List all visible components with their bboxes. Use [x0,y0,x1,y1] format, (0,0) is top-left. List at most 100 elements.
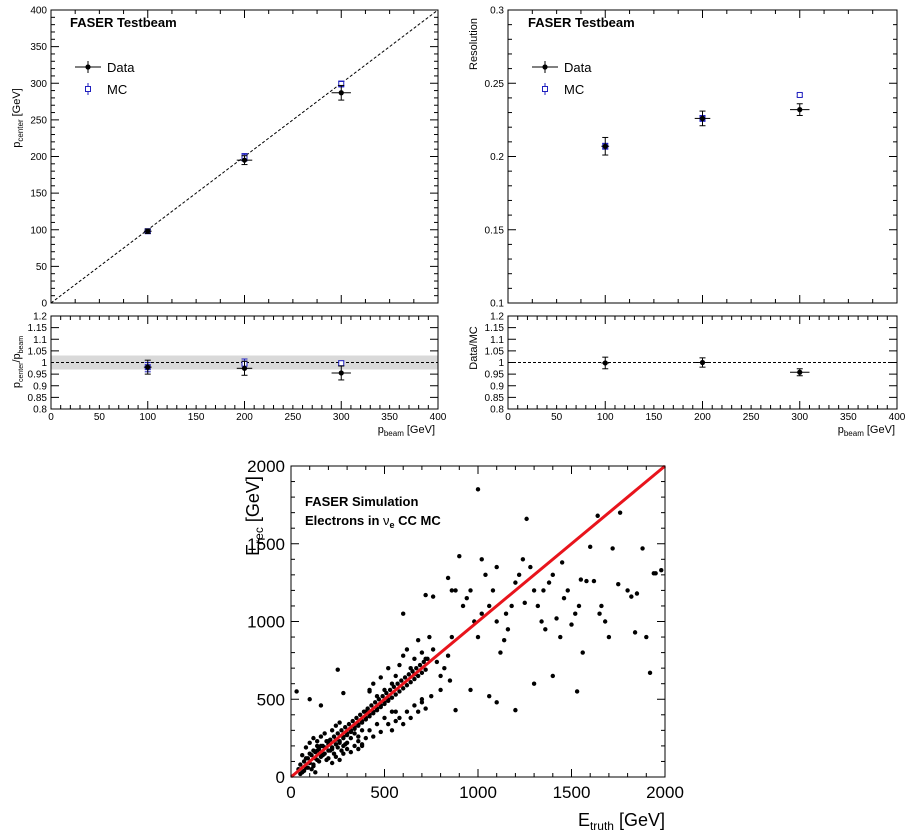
scatter-point [457,553,462,559]
scatter-point [333,754,339,759]
scatter-point [303,745,309,750]
scatter-point [311,748,316,753]
scatter-point [588,544,593,550]
ratio-point [699,359,706,366]
scatter-point [294,689,299,694]
title-pre: Electrons in [305,513,383,528]
scatter-point [412,703,417,708]
scatter-point [313,770,318,775]
scatter-point [311,762,316,767]
x-tick-label: 2000 [646,783,684,802]
ratio-point [797,369,803,375]
scatter-point [423,706,428,711]
y-tick-label: 2000 [247,457,285,476]
x-tick-label: 0 [505,412,511,423]
scatter-point [305,765,311,770]
y-label-unit: [GeV] [243,476,263,522]
scatter-point [546,580,552,585]
scatter-point [558,634,563,640]
panel-title: FASER Testbeam [528,15,635,30]
scatter-point [445,653,451,658]
x-label-sub: beam [384,429,404,438]
y-axis-label: Data/MC [468,326,480,369]
scatter-point [322,731,327,736]
scatter-point [449,588,455,593]
scatter-point [397,662,402,668]
scatter-point [595,513,600,518]
y-tick-label: 0.1 [490,299,504,310]
scatter-point [591,578,597,584]
scatter-point [417,662,423,668]
scatter-point [404,709,410,714]
scatter-point [419,697,425,702]
y-tick-label: 0.2 [490,152,504,163]
data-point [699,115,706,122]
scatter-point [419,670,425,676]
mc-ratio-point [338,360,345,367]
scatter-point [550,572,555,578]
scatter-point [490,588,496,593]
scatter-point [386,665,391,671]
scatter-point [389,728,395,733]
scatter-point [307,740,312,745]
y-label-sub: rec [252,527,266,544]
scatter-point [333,723,339,728]
plot-frame [507,9,898,304]
x-label-sub: truth [590,819,614,833]
x-tick-label: 350 [840,412,857,423]
scatter-point [357,712,363,717]
scatter-point [528,564,533,570]
scatter-point [318,743,324,749]
scatter-point [343,725,348,730]
x-tick-label: 300 [333,412,350,423]
y-label-sub: center [16,119,25,142]
scatter-point [395,681,400,686]
x-label-main: p [378,424,384,436]
scatter-point [509,603,514,609]
scatter-point [634,591,640,596]
scatter-point [415,709,421,714]
scatter-point [632,630,638,635]
scatter-point [335,667,340,672]
scatter-point [616,581,621,587]
x-label-unit: [GeV] [867,424,895,436]
x-tick-label: 200 [694,412,711,423]
scatter-point [303,756,309,761]
scatter-point [573,611,578,616]
scatter-point [640,546,645,551]
mc-point [796,91,803,98]
plot-frame-top [50,315,439,410]
y-tick-label: 1000 [247,613,285,632]
y-tick-label: 250 [30,115,47,126]
scatter-point [505,627,511,632]
scatter-point [374,693,380,699]
data-ratio-point [338,370,344,376]
data-ratio-point [241,365,248,371]
scatter-point [513,707,518,713]
scatter-point [498,650,503,655]
scatter-point [423,667,428,672]
legend-data-label: Data [564,60,592,75]
y-label-main: p [11,382,23,388]
scatter-point [389,681,395,686]
y-tick-label: 300 [30,79,47,90]
scatter-point [629,594,634,599]
scatter-point [494,619,499,624]
scatter-point [344,746,350,752]
scatter-point [531,681,537,686]
scatter-point [453,588,458,593]
scatter-point [487,693,492,699]
panel-title-1: FASER Simulation [305,494,418,509]
x-tick-label: 1500 [553,783,591,802]
y-tick-label: 1.05 [485,346,505,357]
scatter-point [393,709,398,714]
y-tick-label: 0 [276,768,285,787]
scatter-point [487,603,492,609]
y-tick-label: 0.25 [485,79,505,90]
y-axis-label: Erec [GeV] [243,476,266,556]
data-point [602,143,608,149]
legend-mc-marker [542,86,548,92]
scatter-point [415,673,421,679]
legend-mc-label: MC [107,82,127,97]
x-tick-label: 100 [597,412,614,423]
